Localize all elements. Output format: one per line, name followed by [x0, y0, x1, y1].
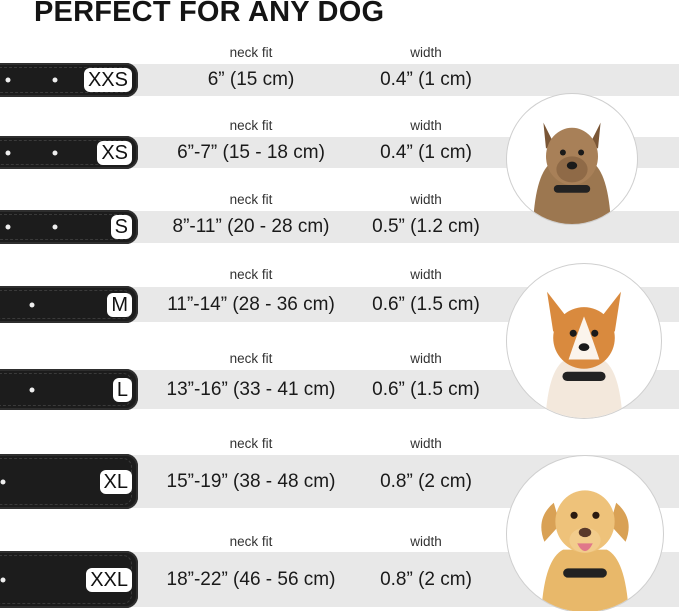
collar-hole [5, 224, 11, 230]
neck-fit-value: 11”-14” (28 - 36 cm) [167, 293, 335, 315]
width-value: 0.4” (1 cm) [380, 69, 472, 90]
collar-hole [52, 77, 58, 83]
width-value: 0.5” (1.2 cm) [372, 216, 480, 237]
collar-image: S [0, 210, 138, 244]
collar-image: XXL [0, 551, 138, 608]
neck-fit-label: neck fit [229, 192, 273, 207]
neck-fit-label: neck fit [229, 534, 273, 549]
neck-fit-value: 8”-11” (20 - 28 cm) [172, 216, 330, 237]
size-tag: XL [99, 469, 132, 494]
collar-hole [5, 150, 11, 155]
collar-image: XS [0, 136, 138, 169]
width-label: width [410, 351, 442, 366]
size-tag: XXS [83, 68, 132, 92]
width-label: width [410, 534, 442, 549]
width-value: 0.6” (1.5 cm) [372, 293, 480, 315]
collar-hole [29, 302, 35, 307]
neck-fit-value: 18”-22” (46 - 56 cm) [166, 568, 336, 590]
corgi-dog-photo [506, 263, 662, 419]
width-value: 0.6” (1.5 cm) [372, 378, 480, 400]
width-label: width [410, 192, 442, 207]
collar-image: XXS [0, 63, 138, 97]
width-value: 0.4” (1 cm) [380, 141, 472, 163]
size-tag: XS [97, 140, 132, 165]
neck-fit-value: 13”-16” (33 - 41 cm) [166, 378, 336, 400]
neck-fit-value: 15”-19” (38 - 48 cm) [166, 470, 336, 492]
collar-hole [0, 577, 6, 582]
width-label: width [410, 118, 442, 133]
width-label: width [410, 436, 442, 451]
collar-image: L [0, 369, 138, 410]
collar-hole [5, 77, 11, 83]
neck-fit-label: neck fit [229, 45, 273, 60]
page-title: PERFECT FOR ANY DOG [34, 0, 385, 28]
labrador-dog-photo [506, 455, 664, 611]
collar-hole [0, 479, 6, 484]
collar-hole [52, 150, 58, 155]
neck-fit-value: 6”-7” (15 - 18 cm) [177, 141, 325, 163]
neck-fit-value: 6” (15 cm) [207, 69, 295, 90]
collar-image: M [0, 286, 138, 323]
collar-image: XL [0, 454, 138, 509]
size-tag: L [112, 377, 132, 402]
neck-fit-label: neck fit [229, 436, 273, 451]
size-tag: XXL [86, 567, 132, 592]
width-value: 0.8” (2 cm) [380, 568, 472, 590]
collar-hole [52, 224, 58, 230]
neck-fit-label: neck fit [229, 267, 273, 282]
width-label: width [410, 267, 442, 282]
neck-fit-label: neck fit [229, 351, 273, 366]
width-value: 0.8” (2 cm) [380, 470, 472, 492]
width-label: width [410, 45, 442, 60]
collar-hole [29, 387, 35, 392]
size-tag: M [107, 292, 132, 317]
small-terrier-dog-photo [506, 93, 638, 225]
size-tag: S [110, 215, 132, 239]
neck-fit-label: neck fit [229, 118, 273, 133]
